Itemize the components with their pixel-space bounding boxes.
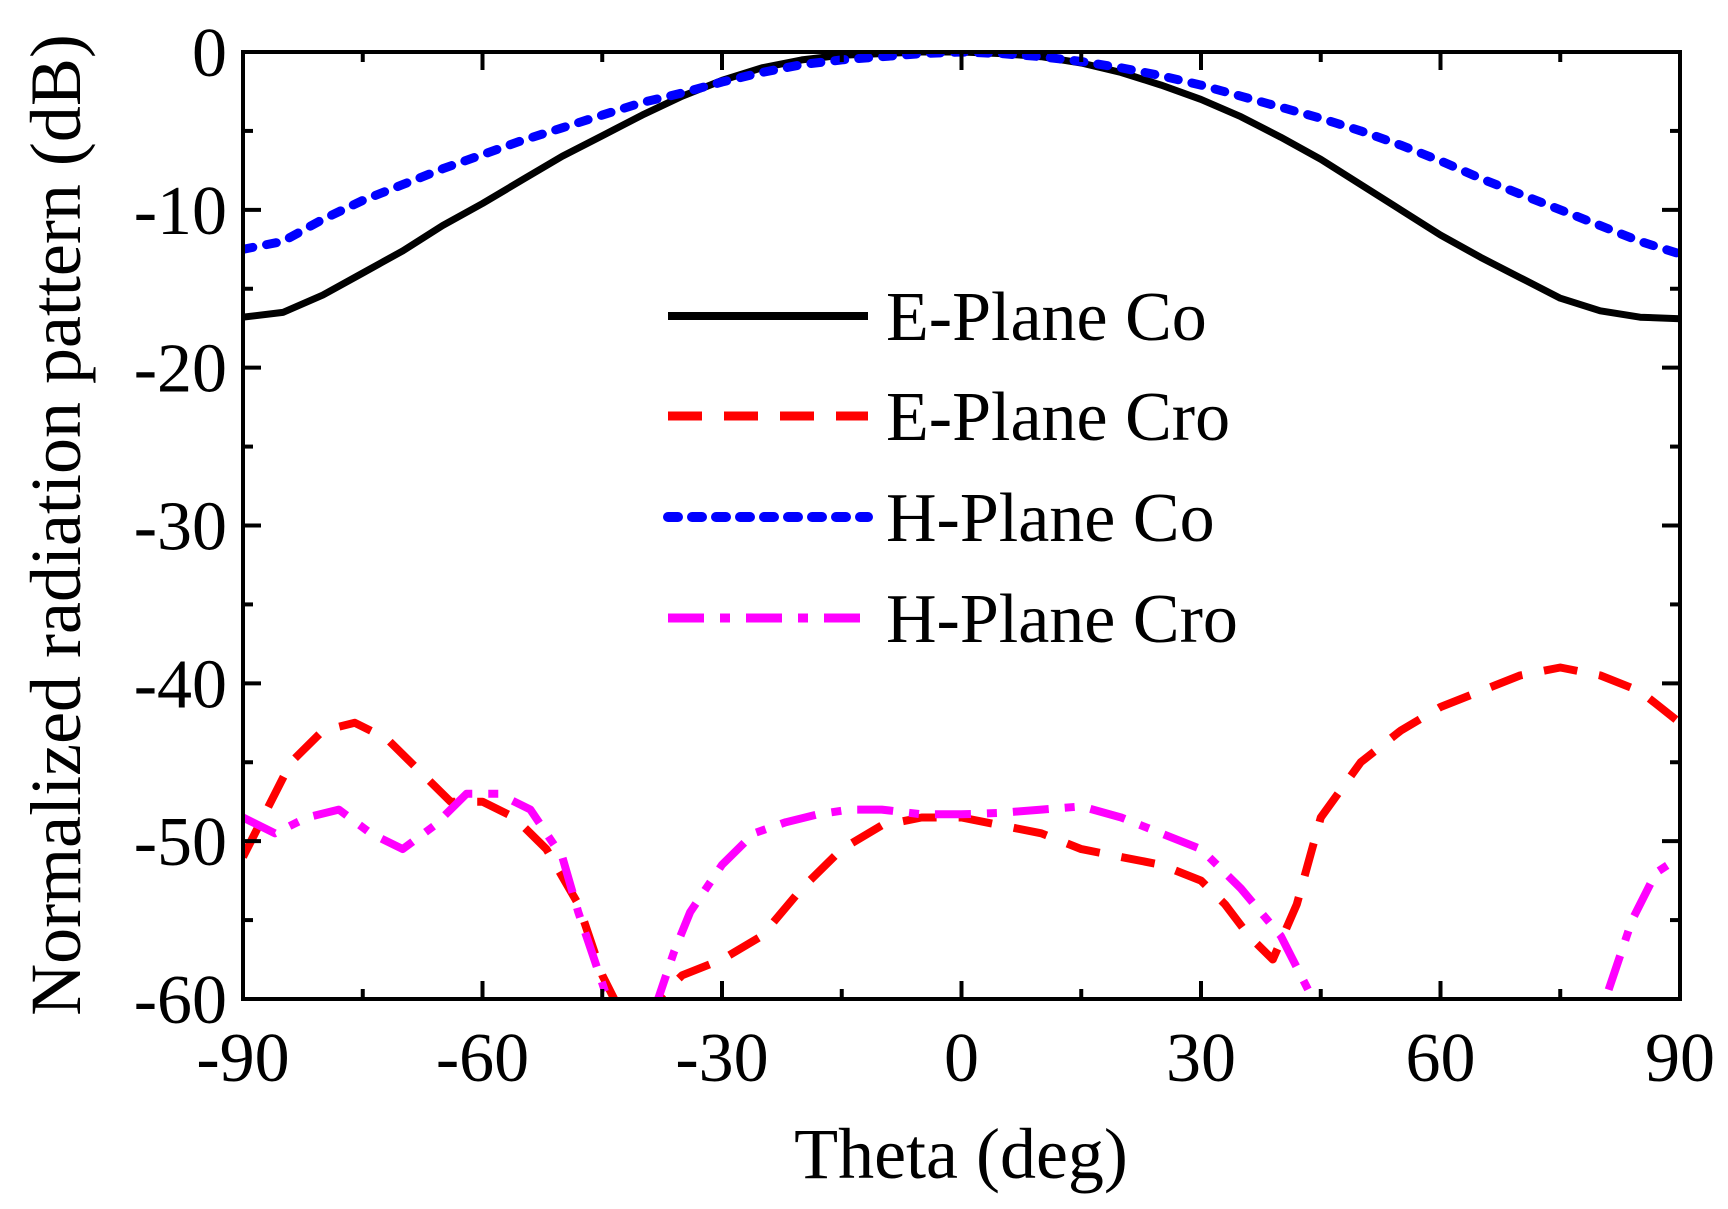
x-tick-label: 60 (1406, 1020, 1476, 1097)
x-axis-title: Theta (deg) (794, 1114, 1128, 1194)
y-tick-label: -40 (134, 646, 227, 723)
y-tick-label: -10 (134, 173, 227, 250)
x-tick-label: -60 (436, 1020, 529, 1097)
x-tick-label: 30 (1166, 1020, 1236, 1097)
y-tick-label: -30 (134, 489, 227, 566)
series-line-e-plane-co (243, 52, 1680, 323)
legend-label: E-Plane Cro (886, 379, 1230, 456)
x-tick-label: -90 (196, 1020, 289, 1097)
series-line-h-plane-co (243, 52, 1680, 259)
y-tick-label: -60 (134, 962, 227, 1039)
y-tick-label: 0 (192, 15, 227, 92)
legend-entry: E-Plane Cro (668, 379, 1230, 456)
y-tick-labels: 0 -10 -20 -30 -40 -50 -60 (134, 15, 227, 1039)
tick-layer (241, 50, 1682, 1001)
legend: E-Plane Co E-Plane Cro H-Plane Co H-Plan… (663, 279, 1238, 658)
y-axis-title: Normalized radiation pattern (dB) (16, 34, 96, 1016)
series-line-e-plane-cro (243, 663, 1680, 999)
legend-entry: H-Plane Co (663, 480, 1215, 557)
legend-label: E-Plane Co (886, 279, 1207, 356)
x-tick-labels: -90 -60 -30 0 30 60 90 (196, 1020, 1715, 1097)
x-tick-label: 90 (1645, 1020, 1715, 1097)
y-tick-label: -50 (134, 804, 227, 881)
legend-entry: E-Plane Co (668, 279, 1207, 356)
legend-label: H-Plane Co (886, 480, 1215, 557)
legend-entry: H-Plane Cro (668, 581, 1238, 658)
y-tick-label: -20 (134, 331, 227, 408)
legend-label: H-Plane Cro (886, 581, 1238, 658)
x-tick-label: -30 (675, 1020, 768, 1097)
series-layer (243, 52, 1680, 999)
x-tick-label: 0 (944, 1020, 979, 1097)
